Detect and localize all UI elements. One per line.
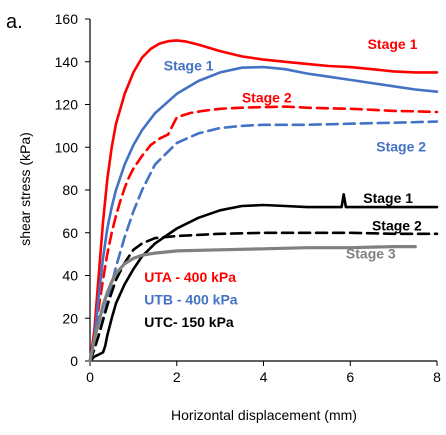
- series-line-UTB-stage2: [88, 120, 439, 363]
- y-tick-label: 80: [62, 182, 78, 198]
- annotation-label: Stage 2: [242, 89, 292, 105]
- x-tick-label: 8: [433, 369, 441, 385]
- annotation-label: Stage 3: [346, 245, 396, 261]
- legend-entry: UTA - 400 kPa: [144, 269, 236, 285]
- annotation-label: Stage 1: [363, 190, 413, 206]
- x-tick-label: 0: [86, 369, 94, 385]
- series-line-UTC-stage3: [88, 245, 417, 363]
- y-tick-label: 140: [55, 54, 79, 70]
- y-tick-label: 160: [55, 11, 79, 27]
- x-tick-label: 2: [173, 369, 181, 385]
- legend-entry: UTC- 150 kPa: [144, 314, 234, 330]
- series-line-UTC-stage2: [88, 231, 439, 363]
- y-axis-label: shear stress (kPa): [17, 132, 33, 246]
- series-line-UTB-stage1: [88, 65, 439, 363]
- x-tick-label: 4: [260, 369, 268, 385]
- x-tick-label: 6: [346, 369, 354, 385]
- y-tick-label: 120: [55, 97, 79, 113]
- annotation-label: Stage 2: [372, 218, 422, 234]
- y-tick-label: 0: [70, 353, 78, 369]
- series-line-UTC-stage1: [88, 193, 439, 363]
- x-axis-label: Horizontal displacement (mm): [171, 407, 357, 423]
- legend-entry: UTB - 400 kPa: [144, 291, 238, 307]
- annotation-label: Stage 1: [164, 57, 214, 73]
- y-tick-label: 40: [62, 268, 78, 284]
- series-line-UTA-stage2: [88, 105, 439, 363]
- series-line-UTA-stage1: [88, 39, 439, 363]
- y-tick-label: 20: [62, 310, 78, 326]
- panel-label: a.: [6, 11, 23, 33]
- y-tick-label: 100: [55, 139, 79, 155]
- annotation-label: Stage 1: [368, 36, 418, 52]
- y-tick-label: 60: [62, 225, 78, 241]
- annotation-label: Stage 2: [376, 139, 426, 155]
